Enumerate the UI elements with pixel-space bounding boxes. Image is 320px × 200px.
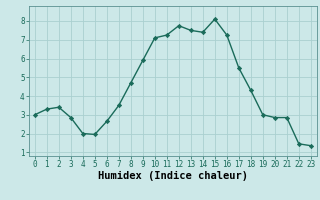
X-axis label: Humidex (Indice chaleur): Humidex (Indice chaleur) bbox=[98, 171, 248, 181]
